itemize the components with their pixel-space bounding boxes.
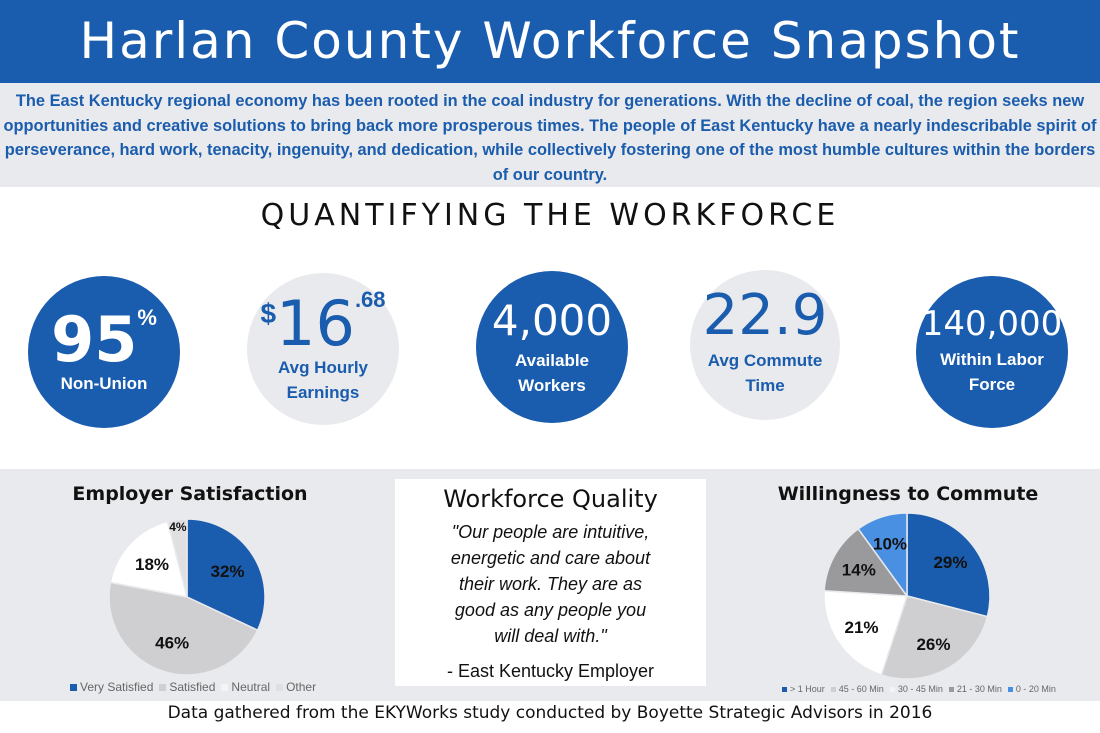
employer-satisfaction-title: Employer Satisfaction [72,483,308,505]
stat-commute-label-1: Avg Commute [707,351,823,370]
legend-swatch [70,683,77,691]
stat-nonunion: 95% Non-Union [28,276,180,428]
stat-laborforce: 140,000 Within Labor Force [916,276,1068,428]
stat-nonunion-label: Non-Union [60,373,148,393]
pie-label: 29% [933,553,967,572]
legend-label: 45 - 60 Min [838,684,884,694]
workforce-quality-card: Workforce Quality "Our people are intuit… [395,479,706,686]
pie-slice-other [166,518,188,598]
pie-label: 46% [155,634,189,653]
stat-earnings-sup: .68 [354,287,386,312]
legend-item: > 1 Hour [782,684,825,694]
commute-willingness-title: Willingness to Commute [777,483,1039,505]
stat-workers-label-1: Available [514,351,590,370]
legend-item: 45 - 60 Min [830,684,884,694]
pie-slice-neutral [109,520,189,598]
legend-item: 30 - 45 Min [889,684,943,694]
stat-laborforce-label-1: Within Labor [940,350,1044,369]
legend-label: Satisfied [169,680,216,694]
footer-source-note: Data gathered from the EKYWorks study co… [167,703,933,723]
stat-workers: 4,000 Available Workers [476,271,628,423]
commute-willingness-pie: 29% 26% 21% 14% 10% [823,512,991,680]
stat-earnings: $16.68 Avg Hourly Earnings [247,273,399,425]
stat-nonunion-value: 95 [51,302,138,376]
pie-slice-0-20-min [857,512,908,599]
pie-label: 4% [169,520,187,534]
stat-earnings-value: 16 [276,287,355,360]
stat-earnings-prefix: $ [260,298,277,329]
legend-swatch [889,686,895,692]
stat-commute-label-2: Time [745,376,785,395]
section-title: QUANTIFYING THE WORKFORCE [260,198,840,233]
legend-label: 21 - 30 Min [956,684,1002,694]
pie-slice--1-hour [906,512,991,618]
workforce-quality-title: Workforce Quality [443,485,658,513]
commute-willingness-legend: > 1 Hour 45 - 60 Min 30 - 45 Min 21 - 30 Mi… [782,684,1062,694]
legend-swatch [276,683,284,691]
pie-slice-satisfied [108,581,259,676]
legend-label: 30 - 45 Min [897,684,943,694]
legend-label: Other [286,680,317,694]
quote-attribution: - East Kentucky Employer [446,661,655,681]
pie-slice-21-30-min [823,527,909,597]
stat-nonunion-sup: % [137,304,157,330]
legend-item: Other [276,680,316,694]
page-title: Harlan County Workforce Snapshot [79,12,1021,70]
legend-label: 0 - 20 Min [1015,684,1056,694]
pie-label: 18% [135,555,169,574]
legend-item: 0 - 20 Min [1007,684,1056,694]
intro-paragraph: The East Kentucky regional economy has b… [0,83,1100,187]
legend-label: > 1 Hour [790,684,825,694]
legend-item: 21 - 30 Min [948,684,1002,694]
stat-earnings-label-2: Earnings [286,383,360,402]
employer-satisfaction-legend: Very Satisfied Satisfied Neutral Other [70,680,322,694]
stat-laborforce-value: 140,000 [921,304,1063,344]
legend-swatch [221,683,229,691]
quote-line: their work. They are as [458,574,643,594]
stat-earnings-label-1: Avg Hourly [277,358,369,377]
legend-swatch [159,683,167,691]
pie-label: 14% [842,560,876,579]
quote-line: energetic and care about [450,548,651,568]
legend-swatch [830,686,836,692]
pie-label: 21% [844,618,878,637]
header-banner: Harlan County Workforce Snapshot [0,0,1100,83]
legend-item: Satisfied [159,680,215,694]
legend-label: Very Satisfied [80,680,154,694]
stat-workers-value: 4,000 [491,296,613,345]
pie-slice-30-45-min [823,589,909,676]
quote-line: "Our people are intuitive, [451,522,650,542]
stat-commute: 22.9 Avg Commute Time [690,270,840,420]
legend-label: Neutral [231,680,271,694]
legend-swatch [1007,686,1013,692]
quote-line: will deal with." [494,626,607,646]
pie-label: 10% [873,535,907,554]
legend-swatch [948,686,954,692]
stat-laborforce-label-2: Force [968,375,1016,394]
pie-slice-45-60-min [880,595,989,680]
pie-label: 26% [916,635,950,654]
stat-workers-label-2: Workers [518,376,586,395]
pie-slice-very-satisfied [186,518,266,632]
stat-commute-value: 22.9 [702,283,828,348]
quote-line: good as any people you [454,600,647,620]
legend-swatch [782,686,787,692]
employer-satisfaction-pie: 32% 46% 18% 4% [108,518,266,676]
legend-item: Very Satisfied [70,680,153,694]
pie-label: 32% [211,562,245,581]
legend-item: Neutral [221,680,270,694]
workforce-quality-quote: "Our people are intuitive, energetic and… [395,519,706,649]
